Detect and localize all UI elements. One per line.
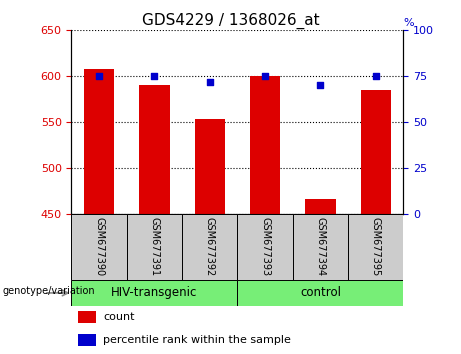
Text: GSM677391: GSM677391	[149, 217, 160, 276]
Bar	[84, 69, 114, 214]
Text: GSM677393: GSM677393	[260, 217, 270, 276]
Bar	[139, 85, 170, 214]
Bar	[348, 214, 403, 280]
Bar	[305, 199, 336, 214]
Bar	[250, 76, 280, 214]
Point	[95, 73, 103, 79]
Text: genotype/variation: genotype/variation	[2, 286, 95, 296]
Text: GSM677390: GSM677390	[94, 217, 104, 276]
Bar	[195, 119, 225, 214]
Bar	[237, 280, 403, 306]
Bar	[237, 214, 293, 280]
Point	[206, 79, 213, 85]
Text: percentile rank within the sample: percentile rank within the sample	[103, 335, 291, 345]
Bar	[182, 214, 237, 280]
Bar	[78, 311, 96, 323]
Point	[261, 73, 269, 79]
Text: GSM677395: GSM677395	[371, 217, 381, 276]
Text: GSM677392: GSM677392	[205, 217, 215, 276]
Text: count: count	[103, 312, 135, 322]
Point	[317, 82, 324, 88]
Bar	[293, 214, 348, 280]
Bar	[361, 90, 391, 214]
Text: %: %	[403, 18, 414, 28]
Bar	[127, 214, 182, 280]
Bar	[78, 333, 96, 346]
Bar	[71, 280, 237, 306]
Text: HIV-transgenic: HIV-transgenic	[111, 286, 198, 299]
Text: GDS4229 / 1368026_at: GDS4229 / 1368026_at	[142, 12, 319, 29]
Bar	[71, 214, 127, 280]
Text: GSM677394: GSM677394	[315, 217, 325, 276]
Point	[151, 73, 158, 79]
Text: control: control	[300, 286, 341, 299]
Point	[372, 73, 379, 79]
